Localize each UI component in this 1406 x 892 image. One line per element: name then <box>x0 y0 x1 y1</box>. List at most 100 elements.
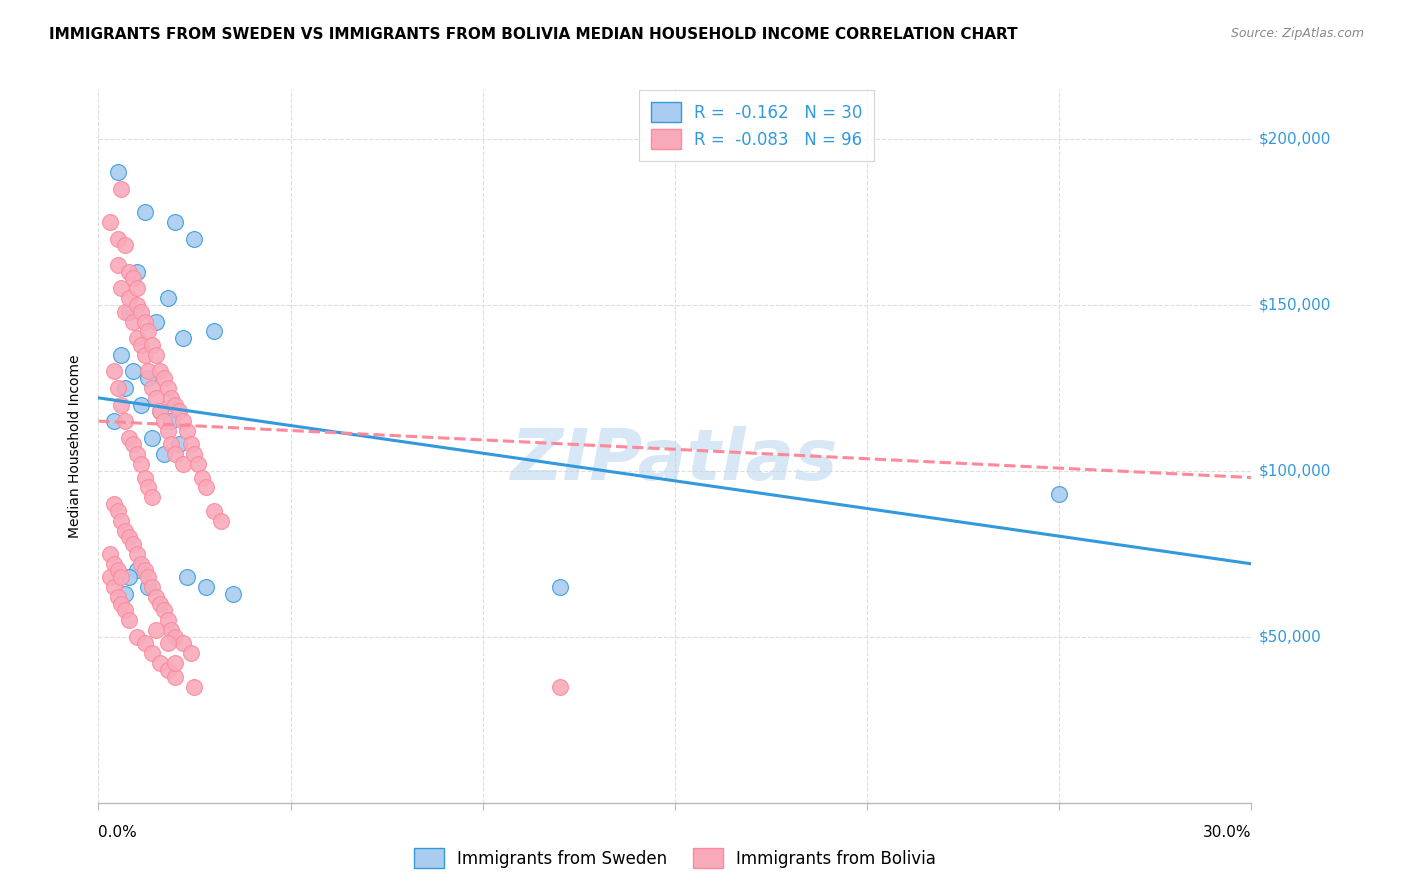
Point <box>156 424 179 438</box>
Legend: Immigrants from Sweden, Immigrants from Bolivia: Immigrants from Sweden, Immigrants from … <box>402 837 948 880</box>
Text: $150,000: $150,000 <box>1258 297 1330 312</box>
Text: $100,000: $100,000 <box>1258 463 1330 478</box>
Point <box>134 314 156 328</box>
Point <box>110 281 132 295</box>
Point <box>122 437 145 451</box>
Point <box>129 304 152 318</box>
Point <box>138 580 160 594</box>
Point <box>141 647 163 661</box>
Point <box>180 437 202 451</box>
Point <box>156 291 179 305</box>
Point <box>107 564 129 578</box>
Text: IMMIGRANTS FROM SWEDEN VS IMMIGRANTS FROM BOLIVIA MEDIAN HOUSEHOLD INCOME CORREL: IMMIGRANTS FROM SWEDEN VS IMMIGRANTS FRO… <box>49 27 1018 42</box>
Point <box>167 404 190 418</box>
Point <box>165 215 187 229</box>
Point <box>118 431 141 445</box>
Point <box>176 570 198 584</box>
Point <box>110 570 132 584</box>
Point <box>145 391 167 405</box>
Point <box>145 590 167 604</box>
Point <box>103 414 125 428</box>
Point <box>107 504 129 518</box>
Point <box>195 481 218 495</box>
Point <box>103 557 125 571</box>
Point <box>114 304 136 318</box>
Point <box>129 338 152 352</box>
Point <box>1047 487 1070 501</box>
Point <box>141 431 163 445</box>
Point <box>118 304 141 318</box>
Point <box>141 491 163 505</box>
Point <box>160 391 183 405</box>
Point <box>195 580 218 594</box>
Point <box>156 381 179 395</box>
Point <box>145 348 167 362</box>
Point <box>110 182 132 196</box>
Point <box>125 265 148 279</box>
Point <box>165 630 187 644</box>
Point <box>122 537 145 551</box>
Point <box>187 457 209 471</box>
Point <box>202 504 225 518</box>
Point <box>165 447 187 461</box>
Point <box>149 657 172 671</box>
Point <box>107 258 129 272</box>
Y-axis label: Median Household Income: Median Household Income <box>69 354 83 538</box>
Point <box>125 281 148 295</box>
Text: 30.0%: 30.0% <box>1204 825 1251 840</box>
Point <box>110 514 132 528</box>
Point <box>114 381 136 395</box>
Point <box>183 447 205 461</box>
Point <box>149 364 172 378</box>
Point <box>156 613 179 627</box>
Point <box>134 564 156 578</box>
Point <box>176 424 198 438</box>
Point <box>110 397 132 411</box>
Point <box>134 205 156 219</box>
Point <box>118 291 141 305</box>
Point <box>191 470 214 484</box>
Point <box>103 364 125 378</box>
Point <box>152 414 174 428</box>
Text: ZIPatlas: ZIPatlas <box>512 425 838 495</box>
Point <box>107 381 129 395</box>
Point <box>152 447 174 461</box>
Point <box>103 580 125 594</box>
Point <box>138 325 160 339</box>
Point <box>118 530 141 544</box>
Point <box>172 331 194 345</box>
Point <box>141 580 163 594</box>
Text: $50,000: $50,000 <box>1258 630 1322 644</box>
Text: Source: ZipAtlas.com: Source: ZipAtlas.com <box>1230 27 1364 40</box>
Point <box>107 231 129 245</box>
Point <box>125 298 148 312</box>
Point <box>138 570 160 584</box>
Point <box>103 497 125 511</box>
Point <box>156 636 179 650</box>
Point <box>107 165 129 179</box>
Point <box>138 481 160 495</box>
Point <box>160 624 183 638</box>
Point <box>145 314 167 328</box>
Point <box>114 414 136 428</box>
Point <box>98 547 121 561</box>
Point <box>110 348 132 362</box>
Point <box>98 215 121 229</box>
Point <box>129 457 152 471</box>
Point <box>110 597 132 611</box>
Point <box>152 371 174 385</box>
Point <box>165 670 187 684</box>
Point <box>118 570 141 584</box>
Point <box>167 437 190 451</box>
Point <box>156 663 179 677</box>
Point <box>122 271 145 285</box>
Point <box>125 630 148 644</box>
Text: $200,000: $200,000 <box>1258 131 1330 146</box>
Point <box>548 580 571 594</box>
Point <box>138 364 160 378</box>
Point <box>129 397 152 411</box>
Point <box>125 564 148 578</box>
Point <box>183 680 205 694</box>
Point <box>180 647 202 661</box>
Point <box>183 231 205 245</box>
